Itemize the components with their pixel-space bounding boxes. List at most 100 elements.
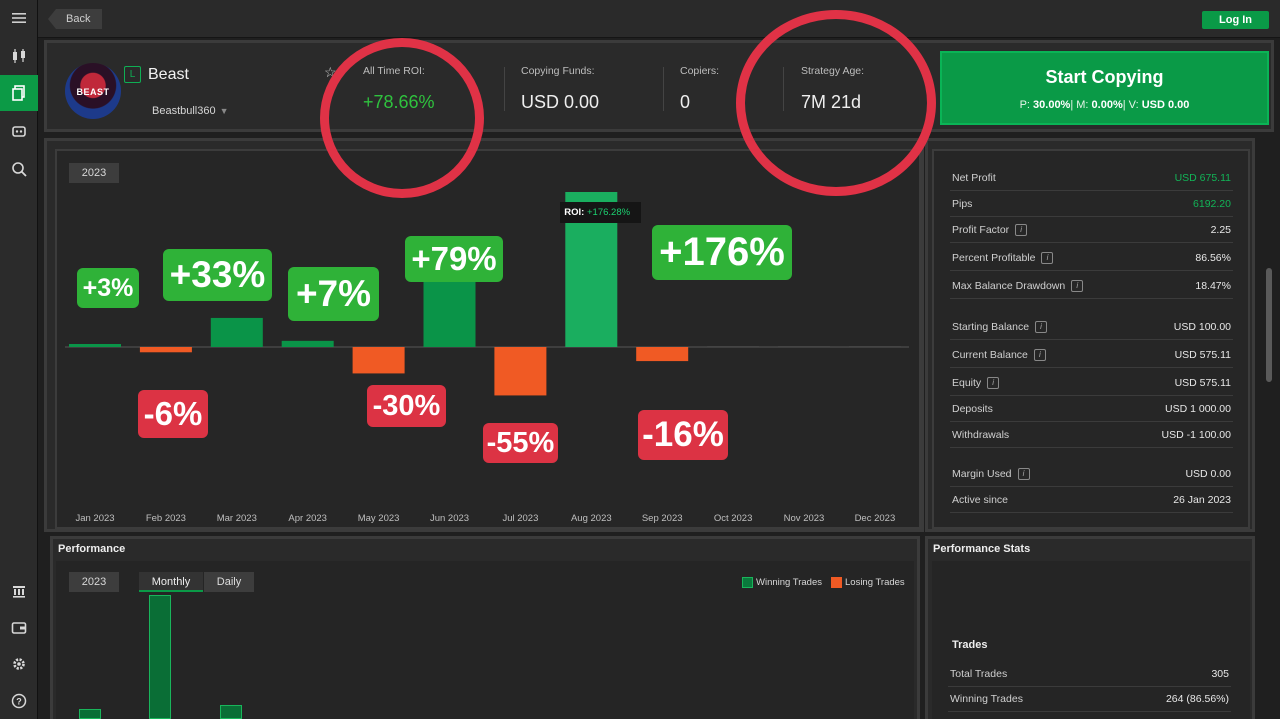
login-button[interactable]: Log In bbox=[1202, 11, 1269, 29]
roi-chart-area: 2023 Jan 2023 Feb 2023 Mar 2023 Apr 2023 May… bbox=[55, 149, 921, 529]
start-copying-button[interactable]: Start Copying P: 30.00%| M: 0.00%| V: US… bbox=[940, 51, 1269, 125]
trader-name: Beast bbox=[148, 66, 189, 83]
year-selector[interactable]: 2023 bbox=[69, 163, 119, 183]
copy-icon[interactable] bbox=[0, 75, 38, 111]
candlestick-icon[interactable] bbox=[0, 38, 38, 74]
roi-bar[interactable] bbox=[69, 344, 121, 347]
performance-bar bbox=[79, 709, 101, 719]
stat-label: Margin Used i bbox=[952, 461, 1030, 487]
avatar bbox=[65, 63, 121, 119]
stat-copiers: Copiers: 0 bbox=[680, 65, 719, 113]
scrollbar-thumb[interactable] bbox=[1266, 268, 1272, 382]
info-icon[interactable]: i bbox=[987, 377, 1000, 389]
info-icon[interactable]: i bbox=[1015, 224, 1028, 236]
stat-value: USD 575.11 bbox=[1174, 349, 1231, 361]
stat-row: Equity i USD 575.11 bbox=[950, 370, 1233, 396]
info-icon[interactable]: i bbox=[1041, 252, 1054, 264]
stat-value: 26 Jan 2023 bbox=[1173, 494, 1231, 506]
roi-callout: -16% bbox=[638, 410, 728, 460]
x-tick-label: Mar 2023 bbox=[217, 513, 257, 524]
trades-section-title: Trades bbox=[952, 639, 988, 651]
stat-value: USD 0.00 bbox=[1185, 468, 1231, 480]
wallet-icon[interactable] bbox=[0, 609, 38, 645]
stat-row: Starting Balance i USD 100.00 bbox=[950, 314, 1233, 340]
roi-callout: +79% bbox=[405, 236, 503, 282]
stat-label: Max Balance Drawdown i bbox=[952, 273, 1084, 299]
help-icon[interactable]: ? bbox=[0, 683, 38, 719]
x-tick-label: Nov 2023 bbox=[784, 513, 825, 524]
stat-label: Copying Funds: bbox=[521, 65, 595, 77]
roi-bar[interactable] bbox=[494, 347, 547, 396]
roi-bar-chart: Jan 2023 Feb 2023 Mar 2023 Apr 2023 May 2023… bbox=[65, 192, 909, 524]
roi-tooltip: ROI: +176.28% bbox=[560, 202, 642, 223]
x-tick-label: Apr 2023 bbox=[288, 513, 327, 524]
roi-bar[interactable] bbox=[423, 277, 476, 347]
info-icon[interactable]: i bbox=[1035, 321, 1048, 333]
stat-row: Margin Used i USD 0.00 bbox=[950, 461, 1233, 487]
legend-winning-swatch bbox=[742, 577, 753, 588]
stat-label: Withdrawals bbox=[952, 429, 1010, 441]
search-chart-icon[interactable] bbox=[0, 151, 38, 187]
stat-label: Pips bbox=[952, 198, 973, 210]
stat-label: Copiers: bbox=[680, 65, 720, 77]
stat-label: Active since bbox=[952, 494, 1009, 506]
roi-callout: +176% bbox=[652, 225, 792, 280]
stat-value: 86.56% bbox=[1195, 252, 1231, 264]
divider bbox=[663, 67, 664, 111]
menu-icon[interactable] bbox=[0, 0, 38, 36]
roi-bar[interactable] bbox=[352, 347, 405, 374]
trader-handle: Beastbull360 bbox=[152, 105, 216, 117]
legend-winning: Winning Trades bbox=[756, 577, 823, 588]
roi-chart-panel: 2023 Jan 2023 Feb 2023 Mar 2023 Apr 2023 May… bbox=[44, 138, 924, 532]
roi-callout: -55% bbox=[483, 423, 558, 463]
bank-icon[interactable] bbox=[0, 573, 38, 609]
roi-callout: -30% bbox=[367, 385, 446, 427]
start-copying-params: P: 30.00%| M: 0.00%| V: USD 0.00 bbox=[1019, 99, 1190, 111]
tab-monthly[interactable]: Monthly bbox=[139, 572, 203, 592]
x-tick-label: Feb 2023 bbox=[146, 513, 186, 524]
tab-daily[interactable]: Daily bbox=[204, 572, 254, 592]
roi-callout: +33% bbox=[163, 249, 272, 301]
annotation-circle bbox=[736, 10, 936, 196]
account-stats-panel: Net Profit USD 675.11 Pips 6192.20 Profit Fa… bbox=[925, 138, 1255, 532]
stat-row: Max Balance Drawdown i 18.47% bbox=[950, 273, 1233, 299]
performance-panel: Performance 2023 Monthly Daily Winning T… bbox=[50, 536, 920, 719]
roi-bar[interactable] bbox=[636, 347, 689, 362]
x-tick-label: Jan 2023 bbox=[75, 513, 114, 524]
info-icon[interactable]: i bbox=[1017, 468, 1030, 480]
stat-row: Percent Profitable i 86.56% bbox=[950, 245, 1233, 271]
stat-row: Winning Trades 264 (86.56%) bbox=[948, 686, 1231, 712]
stat-value: USD 575.11 bbox=[1174, 377, 1231, 389]
roi-bar[interactable] bbox=[778, 346, 830, 347]
sidebar: ? bbox=[0, 0, 38, 719]
back-button[interactable]: Back bbox=[48, 9, 103, 29]
stat-row: Net Profit USD 675.11 bbox=[950, 165, 1233, 191]
performance-stats-list: Trades Total Trades 305 Winning Trades 264… bbox=[932, 561, 1250, 719]
stat-row: Deposits USD 1 000.00 bbox=[950, 396, 1233, 422]
stat-row: Total Trades 305 bbox=[948, 661, 1231, 687]
stat-row: Active since 26 Jan 2023 bbox=[950, 487, 1233, 513]
performance-year-selector[interactable]: 2023 bbox=[69, 572, 119, 592]
caret-down-icon: ▼ bbox=[219, 106, 229, 116]
stat-label: Percent Profitable i bbox=[952, 245, 1054, 271]
roi-bar[interactable] bbox=[210, 317, 263, 347]
trader-header: L Beast Beastbull360▼ ☆ All Time ROI: +7… bbox=[44, 40, 1274, 132]
robot-icon[interactable] bbox=[0, 113, 38, 149]
roi-bar[interactable] bbox=[139, 347, 192, 353]
roi-bar[interactable] bbox=[848, 346, 901, 347]
stat-value: 2.25 bbox=[1210, 224, 1231, 236]
info-icon[interactable]: i bbox=[1071, 280, 1084, 292]
roi-bar[interactable] bbox=[707, 346, 760, 347]
gear-icon[interactable] bbox=[0, 646, 38, 682]
stat-value: 6192.20 bbox=[1193, 198, 1231, 210]
stat-row: Pips 6192.20 bbox=[950, 191, 1233, 217]
trader-handle-dropdown[interactable]: Beastbull360 ▼ bbox=[152, 105, 229, 117]
divider bbox=[504, 67, 505, 111]
info-icon[interactable]: i bbox=[1033, 349, 1046, 361]
stat-label: Current Balance i bbox=[952, 342, 1046, 368]
stat-value: USD 1 000.00 bbox=[1165, 403, 1231, 415]
x-tick-label: Jun 2023 bbox=[430, 513, 469, 524]
start-copying-title: Start Copying bbox=[1045, 67, 1164, 87]
stat-label: Profit Factor i bbox=[952, 217, 1028, 243]
roi-bar[interactable] bbox=[281, 340, 334, 347]
